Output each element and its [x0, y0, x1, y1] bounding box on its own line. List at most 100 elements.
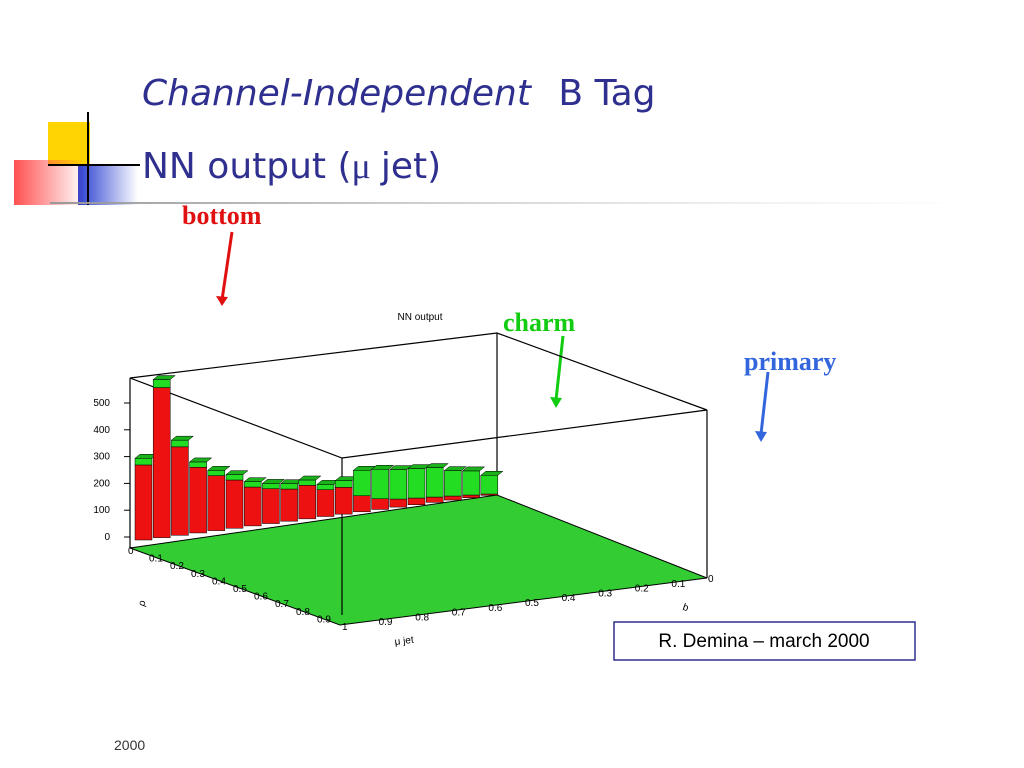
- mu-tick-label: 0.5: [525, 598, 539, 609]
- z-tick-label: 200: [93, 478, 110, 489]
- mu-tick-label: 0.9: [379, 617, 393, 628]
- rho-tick-label: 0.8: [296, 607, 310, 618]
- title-line2-start: NN output (: [142, 146, 352, 187]
- bar-segment: [189, 461, 207, 468]
- bar-segment: [134, 464, 153, 541]
- rho-label: ρ: [136, 599, 148, 608]
- bar-segment: [152, 387, 171, 538]
- bar-segment: [462, 470, 480, 496]
- z-tick-label: 400: [93, 425, 110, 436]
- label-charm: charm: [503, 308, 576, 337]
- rho-tick-label: 0.3: [191, 569, 205, 580]
- title-line2-end: jet): [380, 146, 441, 187]
- bar-segment: [225, 479, 244, 529]
- plot-title: NN output: [397, 312, 442, 323]
- bar-segment: [334, 487, 353, 515]
- rho-tick-label: 0.1: [149, 554, 163, 565]
- bar-top: [225, 470, 249, 475]
- bar-segment: [134, 458, 153, 466]
- bar-segment: [262, 488, 280, 524]
- bar-segment: [425, 496, 444, 503]
- z-tick-label: 0: [104, 532, 110, 543]
- bar-top: [480, 471, 504, 476]
- bar-segment: [262, 483, 280, 489]
- bar-segment: [207, 475, 226, 531]
- bar-segment: [444, 470, 462, 497]
- rho-tick-label: 0.2: [170, 561, 184, 572]
- rho-tick-label: 0.6: [254, 592, 268, 603]
- mu-tick-label: 0.1: [671, 579, 685, 590]
- mu-tick-label: 0.4: [562, 593, 576, 604]
- bar-segment: [280, 483, 298, 490]
- bar-segment: [243, 486, 262, 527]
- title-italic: Channel-Independent: [142, 73, 533, 114]
- bar-top: [370, 465, 395, 470]
- mu-tick-label: 0.3: [598, 588, 612, 599]
- bar-top: [443, 466, 468, 471]
- bar-segment: [444, 495, 462, 501]
- title-line1: Channel-Independent B Tag: [142, 73, 656, 114]
- arrow: [759, 371, 770, 435]
- bar-segment: [298, 479, 317, 486]
- title-rest: B Tag: [558, 73, 655, 114]
- plot-box: [129, 332, 708, 615]
- bar-segment: [207, 470, 226, 476]
- bar-top: [170, 435, 195, 441]
- bar-segment: [407, 468, 426, 499]
- mu-label: μ jet: [394, 635, 415, 648]
- arrow: [220, 231, 234, 301]
- z-tick-label: 500: [93, 398, 110, 409]
- bar-top: [461, 466, 486, 472]
- mu-tick-label: 0.7: [452, 608, 466, 619]
- bar-segment: [389, 498, 408, 508]
- mu-tick-label: 1: [342, 622, 348, 633]
- bar-segment: [225, 474, 244, 481]
- title-mu: μ: [352, 146, 371, 186]
- credit: R. Demina – march 2000: [658, 631, 869, 652]
- mu-tick-label: 0.2: [635, 584, 649, 595]
- decoration: [14, 112, 970, 205]
- arrow-head: [755, 431, 767, 442]
- bar-segment: [353, 495, 371, 513]
- rho-tick-label: 0.7: [275, 599, 289, 610]
- arrow-head: [216, 296, 228, 306]
- bar-top: [425, 463, 449, 468]
- bar-top: [243, 477, 267, 482]
- credit-box: [613, 621, 916, 661]
- bar-segment: [189, 467, 207, 534]
- footer: 2000: [114, 737, 145, 753]
- bar-segment: [480, 475, 499, 495]
- label-bottom: bottom: [182, 201, 262, 230]
- bar-top: [152, 375, 176, 380]
- b-label: b: [681, 602, 690, 614]
- bar-segment: [316, 489, 335, 517]
- bar-top: [298, 475, 322, 481]
- title-line2: NN output (μ jet): [142, 146, 441, 187]
- rho-tick-label: 0.5: [233, 584, 247, 595]
- bar-segment: [371, 498, 389, 510]
- bar-segment: [425, 467, 444, 498]
- lego-plot: NN output 0 100 200 300 400 500 0 0.1 0.2 0.3 0.4 0…: [93, 312, 714, 648]
- bar-top: [261, 479, 286, 484]
- bar-segment: [152, 379, 171, 388]
- bar-segment: [407, 497, 426, 505]
- arrow: [554, 335, 565, 401]
- bar-segment: [334, 480, 353, 488]
- bar-segment: [171, 446, 189, 536]
- z-tick-label: 300: [93, 452, 110, 463]
- bar-segment: [353, 470, 371, 496]
- rho-tick-label: 0.9: [317, 614, 331, 625]
- bar-segment: [389, 469, 408, 500]
- bar-segment: [298, 485, 317, 520]
- mu-tick-label: 0: [708, 574, 714, 585]
- bar-segment: [243, 481, 262, 488]
- bar-segment: [316, 484, 335, 490]
- bar-segment: [371, 469, 389, 499]
- label-primary: primary: [744, 347, 836, 376]
- arrow-head: [550, 397, 562, 408]
- rho-tick-label: 0.4: [212, 576, 226, 587]
- bar-top: [207, 466, 231, 471]
- z-tick-label: 100: [93, 505, 110, 516]
- bar-top: [188, 457, 213, 463]
